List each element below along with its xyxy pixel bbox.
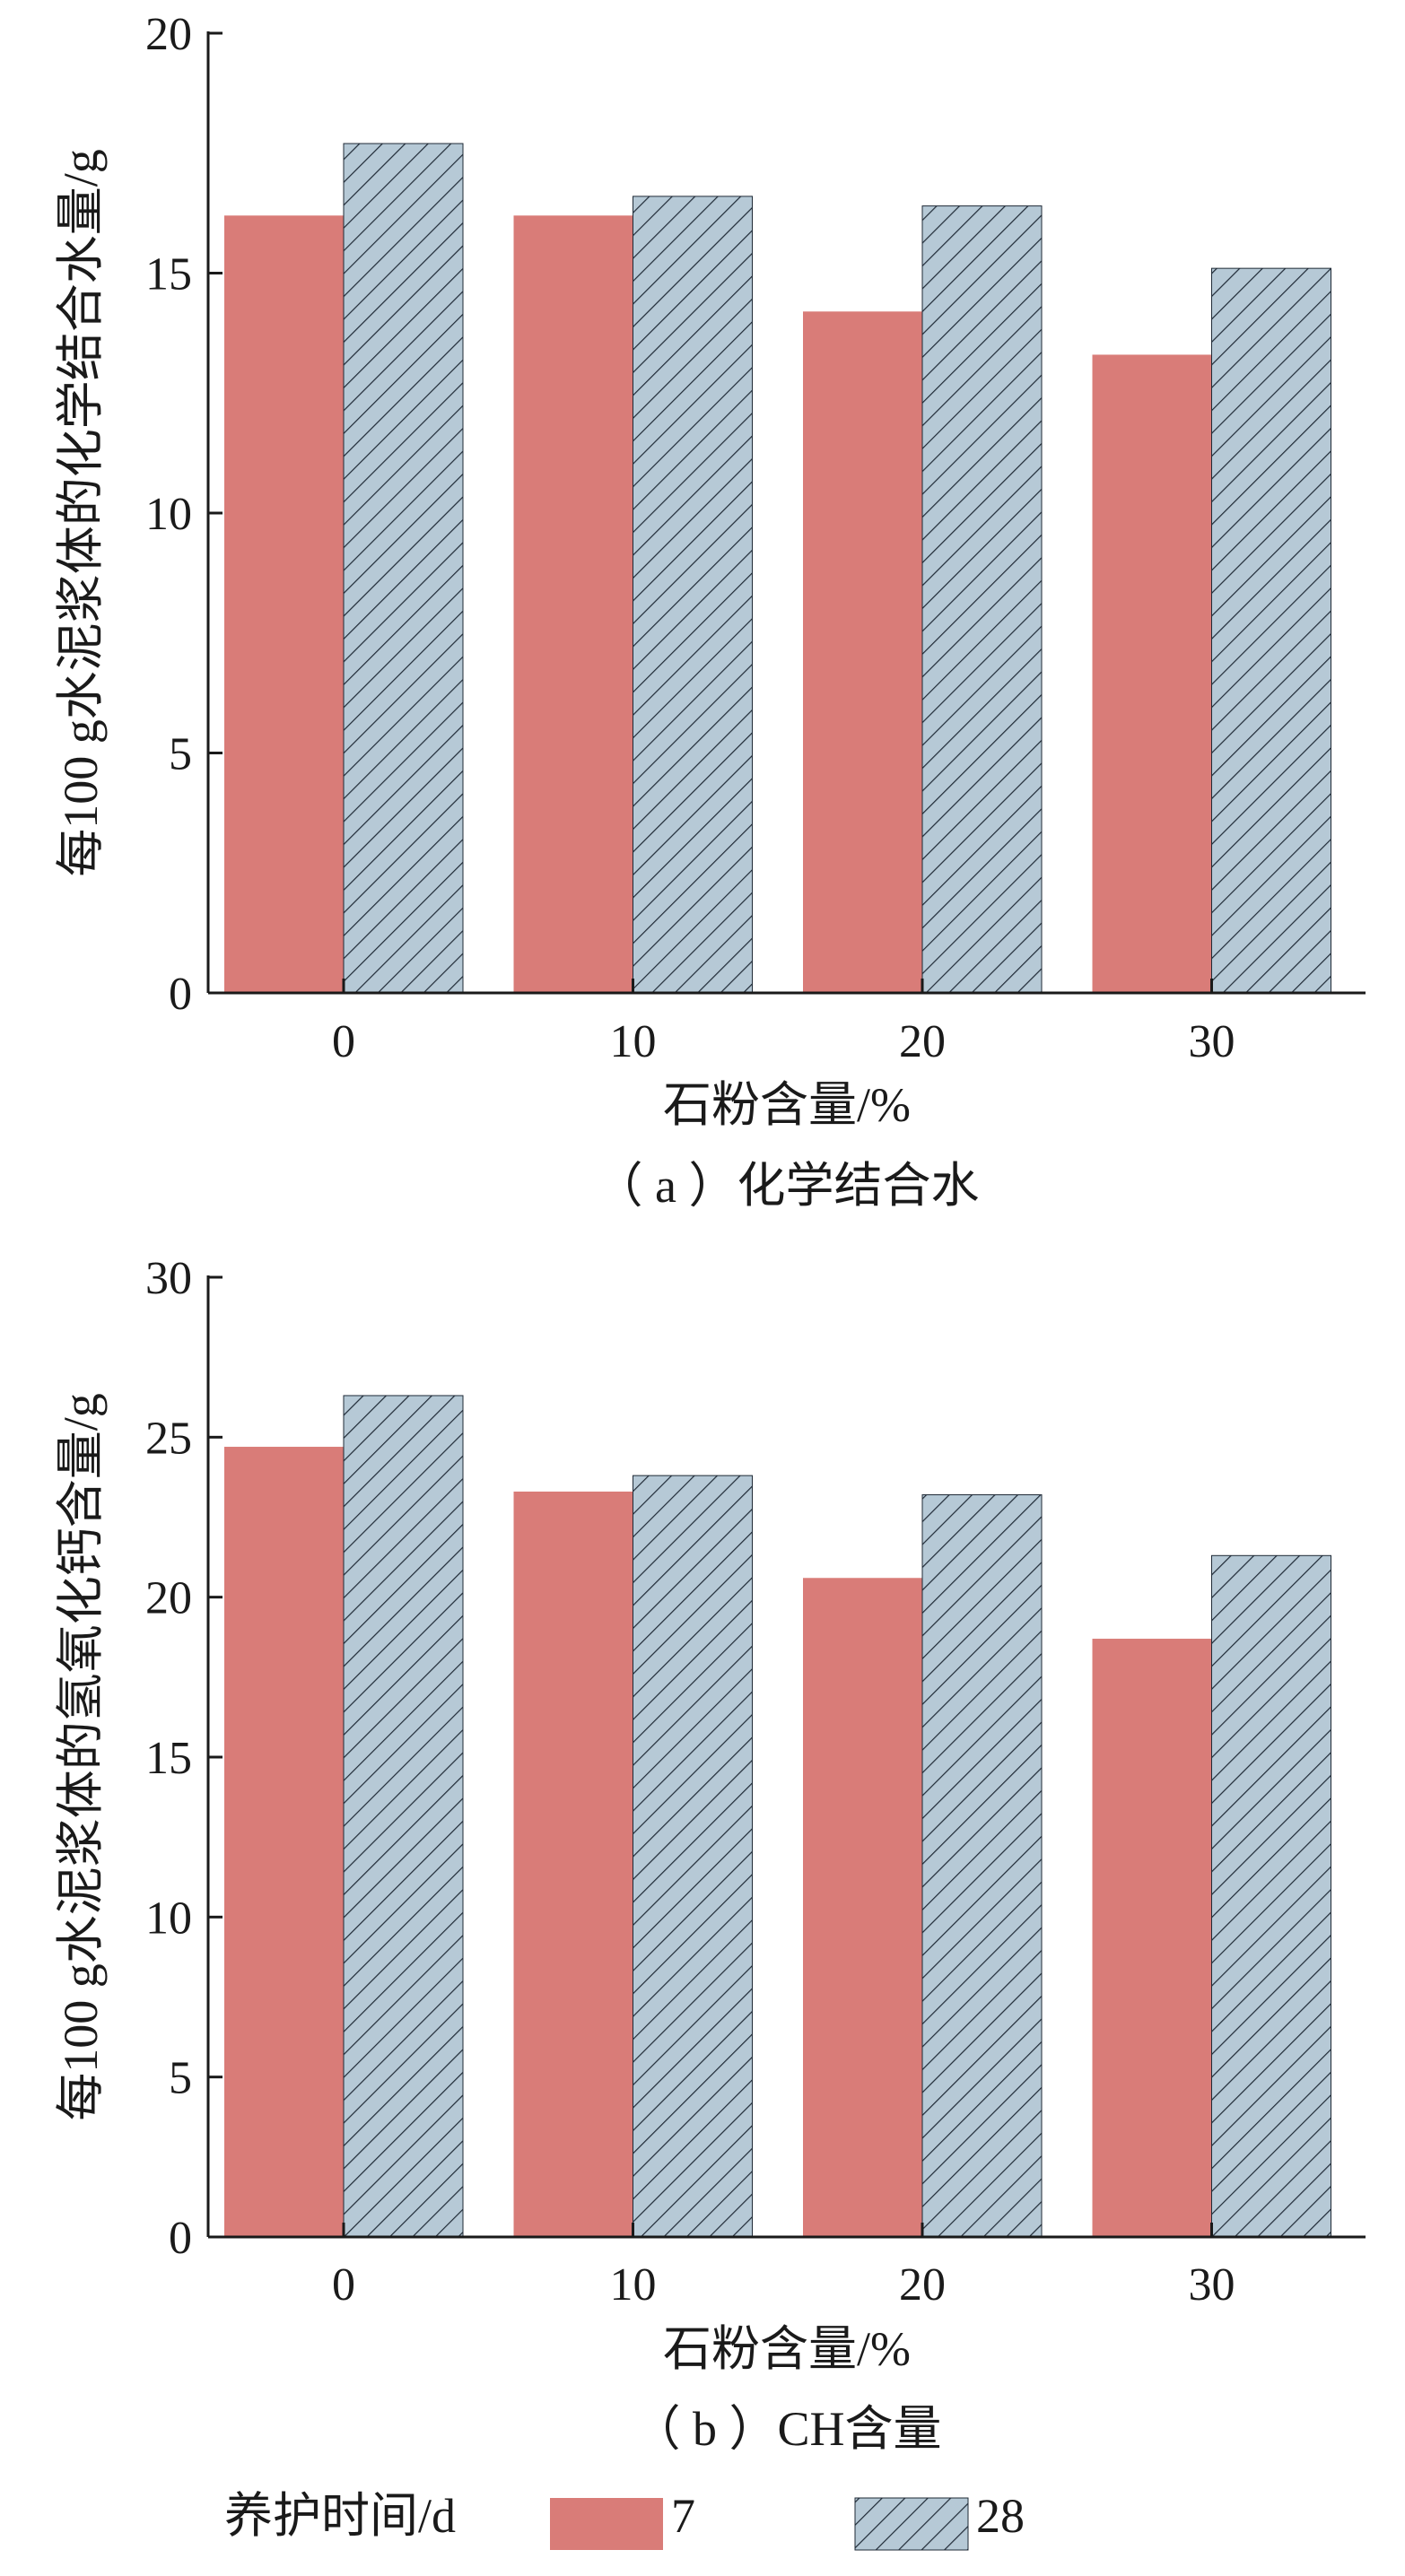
legend-swatch-7 [550, 2498, 663, 2550]
y-tick-label-b-5: 5 [169, 2053, 192, 2104]
x-axis-title-a: 石粉含量/% [663, 1078, 911, 1132]
x-tick-label-b-10: 10 [610, 2259, 657, 2311]
bar-a-28-20 [921, 205, 1043, 994]
bar-a-28-0 [343, 143, 464, 994]
bar-b-7-10 [513, 1491, 633, 2237]
legend-title: 养护时间/d [224, 2489, 456, 2543]
legend: 养护时间/d 7 28 [224, 2489, 1025, 2551]
y-tick-label-a-20: 20 [145, 9, 192, 60]
bar-a-28-30 [1211, 267, 1331, 994]
bar-b-7-30 [1092, 1639, 1212, 2237]
legend-label-28: 28 [976, 2489, 1025, 2543]
bar-a-7-10 [513, 215, 633, 994]
y-tick-label-a-5: 5 [169, 729, 192, 780]
bar-b-28-0 [343, 1395, 464, 2238]
y-tick-label-b-15: 15 [145, 1733, 192, 1784]
x-axis-title-b: 石粉含量/% [663, 2322, 911, 2376]
x-tick-label-a-10: 10 [610, 1016, 657, 1067]
x-tick-label-b-30: 30 [1189, 2259, 1235, 2311]
bar-a-7-20 [803, 311, 922, 993]
y-tick-label-b-25: 25 [145, 1413, 192, 1464]
caption-a: （ a ）化学结合水 [595, 1159, 980, 1213]
bar-a-28-10 [633, 196, 753, 994]
y-tick-label-a-0: 0 [169, 969, 192, 1020]
x-tick-label-a-30: 30 [1189, 1016, 1235, 1067]
bar-b-28-20 [921, 1494, 1043, 2238]
bar-b-7-20 [803, 1578, 922, 2237]
bar-b-7-0 [224, 1447, 344, 2237]
y-tick-label-a-10: 10 [145, 489, 192, 540]
x-tick-label-a-20: 20 [899, 1016, 946, 1067]
chart-panel-a: 0 5 10 15 20 0 10 20 30 每100 g水泥浆体的化学结合水量/g 石粉含量/%… [54, 9, 1366, 1213]
x-tick-label-b-20: 20 [899, 2259, 946, 2311]
y-tick-label-a-15: 15 [145, 249, 192, 300]
bar-b-28-10 [633, 1475, 753, 2238]
legend-swatch-28 [854, 2497, 969, 2551]
y-tick-label-b-20: 20 [145, 1573, 192, 1624]
y-axis-title-b: 每100 g水泥浆体的氢氧化钙含量/g [54, 1393, 108, 2121]
bar-a-7-0 [224, 215, 344, 994]
y-tick-label-b-0: 0 [169, 2213, 192, 2264]
x-tick-label-a-0: 0 [332, 1016, 355, 1067]
y-tick-label-b-30: 30 [145, 1253, 192, 1304]
legend-label-7: 7 [671, 2489, 695, 2543]
bar-b-28-30 [1211, 1554, 1331, 2238]
x-tick-label-b-0: 0 [332, 2259, 355, 2311]
caption-b: （ b ）CH含量 [632, 2402, 941, 2456]
bar-a-7-30 [1092, 354, 1212, 993]
y-axis-title-a: 每100 g水泥浆体的化学结合水量/g [54, 149, 108, 877]
chart-panel-b: 0 5 10 15 20 25 30 0 10 20 30 每100 g水泥浆体的氢氧化钙含量/g 石粉… [54, 1253, 1366, 2456]
y-tick-label-b-10: 10 [145, 1893, 192, 1944]
